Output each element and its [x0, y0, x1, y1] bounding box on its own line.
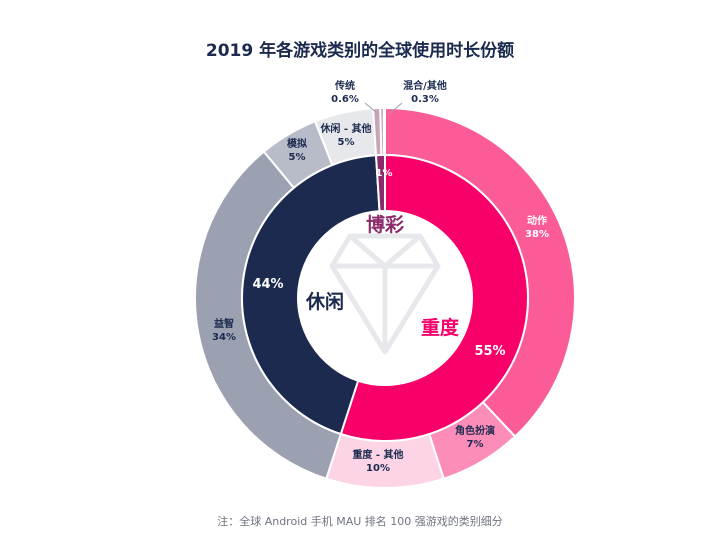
label-outer-puzzle: 益智 34%	[212, 317, 236, 343]
outer-seg-混合-其他	[379, 106, 386, 157]
value-inner-gambling: 1%	[376, 168, 393, 179]
label-outer-core-other: 重度 - 其他 10%	[352, 448, 403, 474]
label-outer-rpg: 角色扮演 7%	[455, 424, 495, 450]
label-inner-casual: 休闲	[305, 290, 344, 313]
label-inner-hardcore: 重度	[421, 316, 460, 339]
diamond-logo	[329, 233, 441, 355]
label-outer-traditional: 传统 0.6%	[331, 79, 359, 105]
chart-title: 2019 年各游戏类别的全球使用时长份额	[205, 41, 515, 61]
chart-footnote: 注：全球 Android 手机 MAU 排名 100 强游戏的类别细分	[217, 515, 503, 528]
inner-seg-休闲	[241, 154, 381, 436]
label-outer-action: 动作 38%	[525, 214, 549, 240]
value-inner-casual: 44%	[252, 277, 283, 292]
outer-seg-重度-其他	[325, 432, 445, 489]
leader-line-mixed	[389, 102, 403, 114]
leader-line-traditional	[364, 102, 378, 114]
label-outer-sim: 模拟 5%	[287, 137, 307, 163]
label-inner-gambling: 博彩	[366, 213, 404, 236]
inner-seg-博彩	[374, 153, 386, 213]
inner-seg-重度	[339, 153, 529, 442]
value-inner-hardcore: 55%	[474, 344, 505, 359]
label-outer-mixed: 混合/其他 0.3%	[403, 79, 447, 105]
label-outer-casual-other: 休闲 - 其他 5%	[319, 122, 371, 148]
